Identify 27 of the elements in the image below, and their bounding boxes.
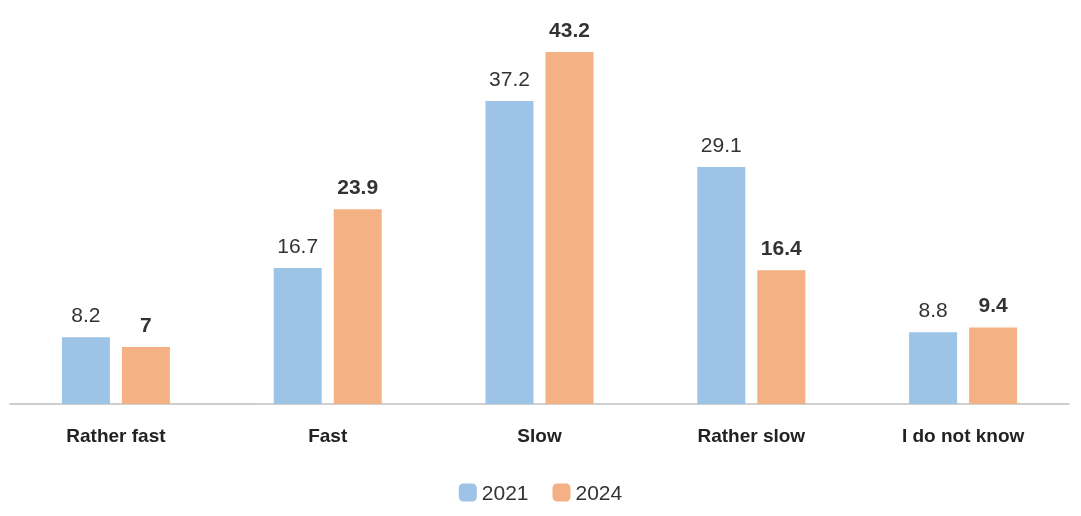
data-label: 43.2: [549, 18, 590, 41]
legend-label: 2021: [481, 481, 529, 504]
bar: [909, 332, 958, 404]
legend-label: 2024: [575, 481, 623, 504]
x-tick-label: Rather slow: [697, 425, 806, 446]
bar: [969, 327, 1018, 404]
x-tick-label: I do not know: [901, 425, 1025, 446]
data-label: 23.9: [337, 175, 379, 199]
data-label: 37.2: [489, 66, 530, 90]
bar: [121, 346, 170, 404]
data-label: 16.4: [760, 236, 803, 260]
bar: [333, 209, 382, 404]
data-label: 16.7: [277, 233, 319, 257]
bar: [485, 100, 534, 404]
bar: [61, 337, 110, 404]
x-tick-label: Fast: [308, 425, 348, 446]
data-label: 8.8: [918, 298, 948, 322]
data-label: 29.1: [700, 132, 742, 156]
bar: [545, 52, 594, 404]
bar: [697, 166, 746, 404]
bar: [757, 270, 806, 404]
bar: [273, 267, 322, 404]
data-label: 9.4: [978, 293, 1009, 317]
x-tick-label: Rather fast: [66, 425, 167, 446]
x-tick-label: Slow: [517, 425, 562, 446]
data-label: 7: [140, 312, 152, 336]
data-label: 8.2: [71, 303, 101, 327]
